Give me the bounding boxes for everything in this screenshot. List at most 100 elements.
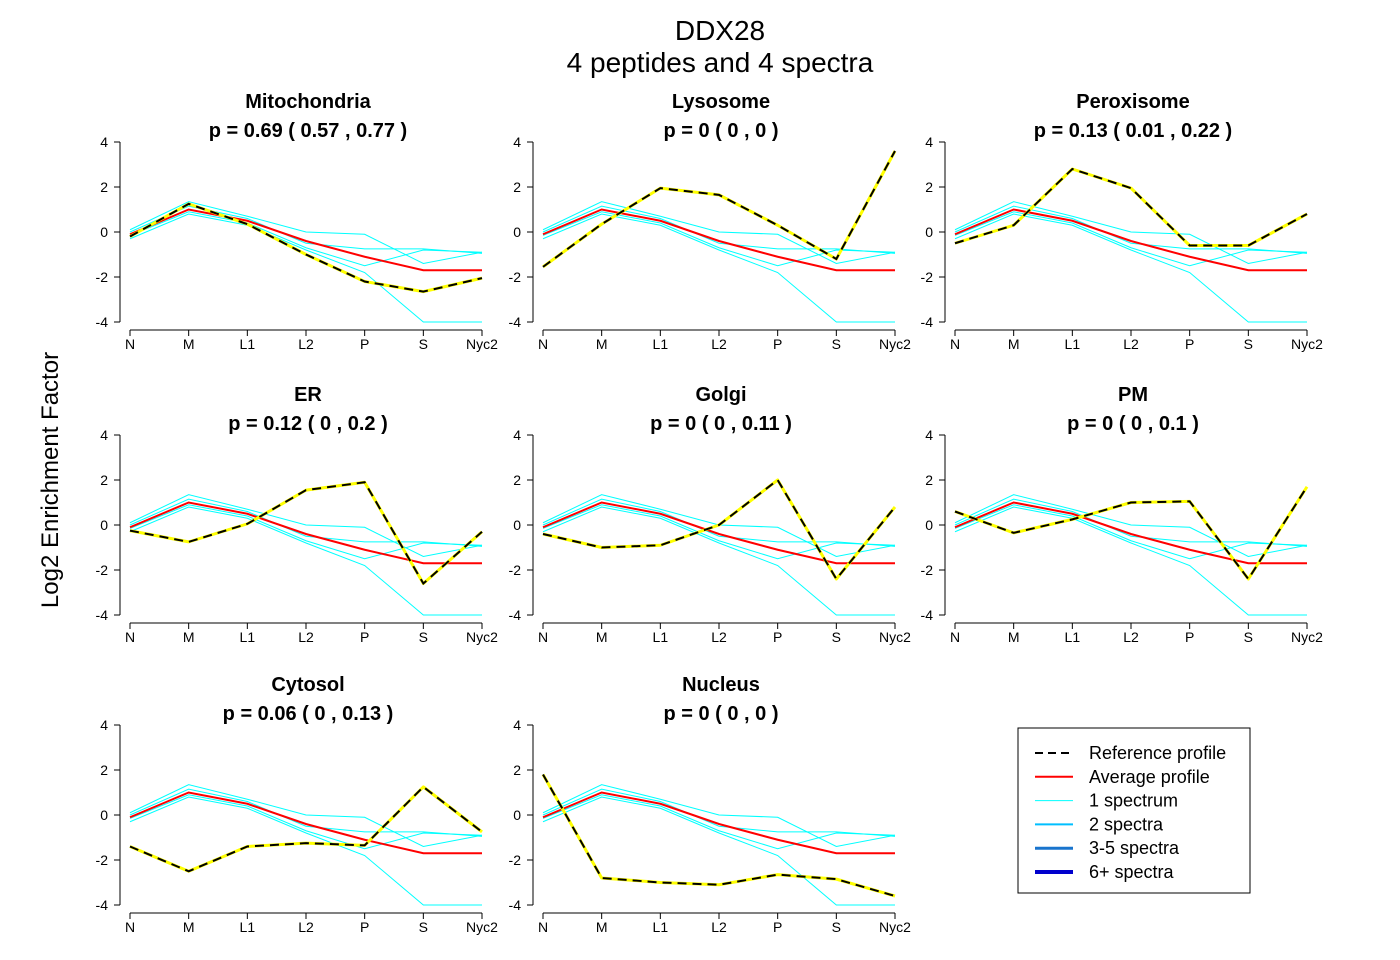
y-tick-label: -4: [921, 314, 934, 330]
panel-p-value: p = 0.06 ( 0 , 0.13 ): [223, 703, 394, 725]
panel-mitochondria: Mitochondria p = 0.69 ( 0.57 , 0.77 ) 4 2 0 -…: [96, 91, 499, 352]
x-tick-label: N: [125, 629, 135, 645]
reference-profile-highlight: [954, 485, 1309, 581]
panel-title: Mitochondria: [245, 91, 371, 113]
panel-p-value: p = 0.13 ( 0.01 , 0.22 ): [1034, 120, 1232, 142]
figure-subtitle: 4 peptides and 4 spectra: [567, 47, 874, 78]
y-axis-label: Log2 Enrichment Factor: [37, 352, 64, 608]
x-tick-label: M: [1008, 629, 1020, 645]
spectrum-line-4: [954, 211, 1308, 267]
spectrum-line-2: [129, 796, 482, 906]
x-tick-label: M: [1008, 336, 1020, 352]
y-tick-label: -2: [921, 562, 934, 578]
x-tick-label: Nyc2: [1291, 336, 1323, 352]
x-tick-label: M: [183, 919, 195, 935]
x-tick-label: L1: [1065, 336, 1081, 352]
x-tick-label: L2: [711, 336, 727, 352]
y-tick-label: 2: [513, 762, 521, 778]
y-tick-label: 0: [100, 517, 108, 533]
x-tick-label: N: [950, 629, 960, 645]
x-tick-label: L2: [298, 336, 314, 352]
spectrum-line-4: [542, 211, 896, 267]
spectrum-line-4: [542, 794, 896, 850]
y-tick-label: -2: [96, 562, 109, 578]
average-profile-line: [954, 208, 1307, 272]
y-tick-label: -4: [509, 314, 522, 330]
panel-title: Peroxisome: [1076, 91, 1189, 113]
y-tick-label: 4: [513, 427, 521, 443]
x-tick-label: S: [1244, 629, 1253, 645]
spectrum-line-1: [129, 494, 483, 558]
y-tick-label: -4: [509, 607, 522, 623]
x-tick-label: Nyc2: [879, 336, 911, 352]
x-tick-label: P: [360, 629, 369, 645]
average-profile-line: [954, 501, 1307, 565]
reference-profile-line: [954, 486, 1308, 581]
reference-profile-line: [954, 167, 1308, 247]
y-tick-label: 2: [100, 472, 108, 488]
y-tick-label: -2: [509, 562, 522, 578]
spectrum-line-4: [129, 504, 483, 560]
spectrum-line-4: [954, 504, 1308, 560]
legend-label: 2 spectra: [1089, 814, 1164, 834]
spectrum-line-3: [542, 498, 896, 547]
x-tick-label: S: [419, 336, 428, 352]
x-tick-label: S: [832, 336, 841, 352]
y-tick-label: 4: [100, 717, 108, 733]
panel-pm: PM p = 0 ( 0 , 0.1 ) 4 2 0 -2 -4 N M L1 L2 P S Nyc2: [921, 384, 1324, 645]
x-tick-label: S: [832, 629, 841, 645]
average-profile-line: [129, 791, 482, 855]
x-tick-label: L1: [653, 919, 669, 935]
y-tick-label: 2: [513, 472, 521, 488]
panel-title: ER: [294, 384, 322, 406]
average-profile-line: [542, 208, 895, 272]
x-tick-label: P: [1185, 336, 1194, 352]
x-tick-label: L1: [240, 336, 256, 352]
y-tick-label: -2: [509, 852, 522, 868]
x-tick-label: M: [183, 336, 195, 352]
x-tick-label: P: [360, 919, 369, 935]
spectrum-line-3: [542, 788, 896, 837]
panel-cytosol: Cytosol p = 0.06 ( 0 , 0.13 ) 4 2 0 -2 -4 N M L1 L…: [96, 674, 499, 935]
y-tick-label: 2: [100, 179, 108, 195]
panel-p-value: p = 0 ( 0 , 0.11 ): [650, 413, 792, 435]
x-tick-label: L2: [711, 919, 727, 935]
x-tick-label: L1: [1065, 629, 1081, 645]
panel-title: Golgi: [695, 384, 746, 406]
x-tick-label: L2: [1123, 629, 1139, 645]
spectrum-line-1: [954, 201, 1308, 265]
spectrum-line-3: [129, 205, 483, 254]
y-tick-label: 0: [100, 807, 108, 823]
y-tick-label: -4: [96, 897, 109, 913]
reference-profile-line: [542, 150, 896, 268]
reference-profile-line: [129, 202, 483, 293]
x-tick-label: N: [950, 336, 960, 352]
y-tick-label: 4: [925, 134, 933, 150]
x-tick-label: P: [360, 336, 369, 352]
y-tick-label: -4: [509, 897, 522, 913]
x-tick-label: S: [419, 629, 428, 645]
x-tick-label: Nyc2: [879, 629, 911, 645]
y-tick-label: 4: [513, 134, 521, 150]
y-tick-label: -2: [96, 269, 109, 285]
y-tick-label: -4: [96, 314, 109, 330]
x-tick-label: L2: [711, 629, 727, 645]
panels: Mitochondria p = 0.69 ( 0.57 , 0.77 ) 4 2 0 -…: [96, 91, 1324, 935]
reference-profile-line: [542, 774, 896, 897]
y-tick-label: 4: [100, 427, 108, 443]
x-tick-label: L1: [653, 629, 669, 645]
spectrum-line-2: [542, 506, 895, 616]
spectrum-line-2: [954, 506, 1307, 616]
spectrum-line-1: [129, 201, 483, 265]
x-tick-label: L2: [298, 919, 314, 935]
x-tick-label: L2: [1123, 336, 1139, 352]
x-tick-label: P: [773, 629, 782, 645]
panel-p-value: p = 0.12 ( 0 , 0.2 ): [228, 413, 388, 435]
spectrum-line-3: [954, 498, 1308, 547]
figure-title: DDX28: [675, 15, 765, 46]
x-tick-label: M: [183, 629, 195, 645]
spectrum-line-2: [954, 213, 1307, 323]
panel-title: Nucleus: [682, 674, 760, 696]
panel-nucleus: Nucleus p = 0 ( 0 , 0 ) 4 2 0 -2 -4 N M L1 L2 P S Nyc…: [509, 674, 912, 935]
y-tick-label: -2: [96, 852, 109, 868]
